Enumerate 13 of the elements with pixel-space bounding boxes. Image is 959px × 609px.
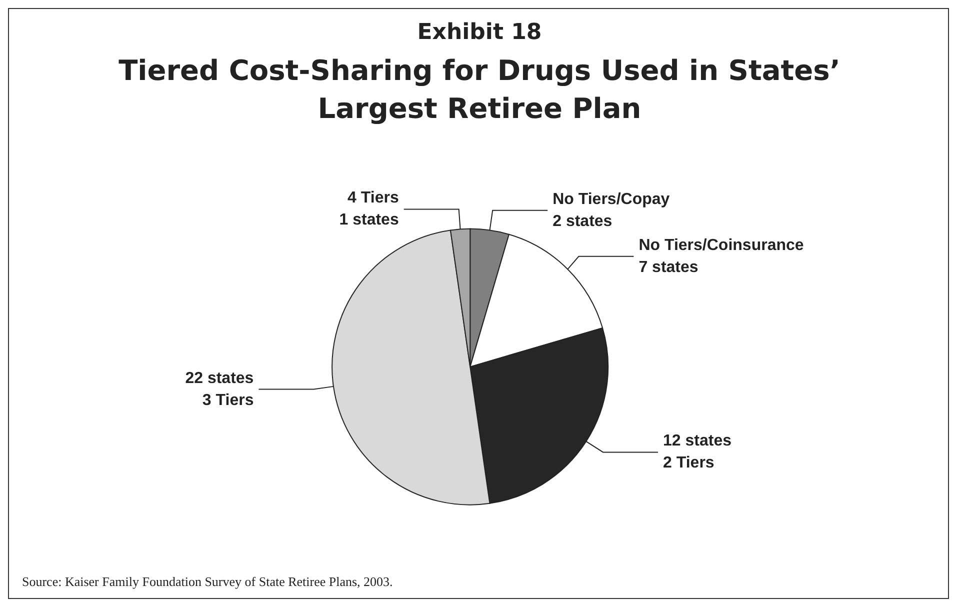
- slice-label: 4 Tiers: [348, 190, 399, 207]
- data-label: 1 states: [339, 212, 399, 229]
- data-label: 7 states: [638, 258, 698, 276]
- slice-label: 3 Tiers: [202, 392, 254, 409]
- slice-label: No Tiers/Coinsurance: [638, 236, 804, 254]
- data-label: 12 states: [663, 432, 732, 450]
- data-label: 22 states: [185, 370, 254, 387]
- data-label: 2 states: [552, 212, 612, 230]
- chart-title: Exhibit 18: [416, 20, 543, 45]
- chart-subtitle: Tiered Cost-Sharing for Drugs Used in States’ Largest Retiree Plan: [118, 53, 842, 127]
- slice-label: No Tiers/Copay: [552, 190, 670, 208]
- slice-label: 2 Tiers: [663, 454, 714, 472]
- source-note: Source: Kaiser Family Foundation Survey of State Retiree Plans, 2003.: [22, 574, 393, 590]
